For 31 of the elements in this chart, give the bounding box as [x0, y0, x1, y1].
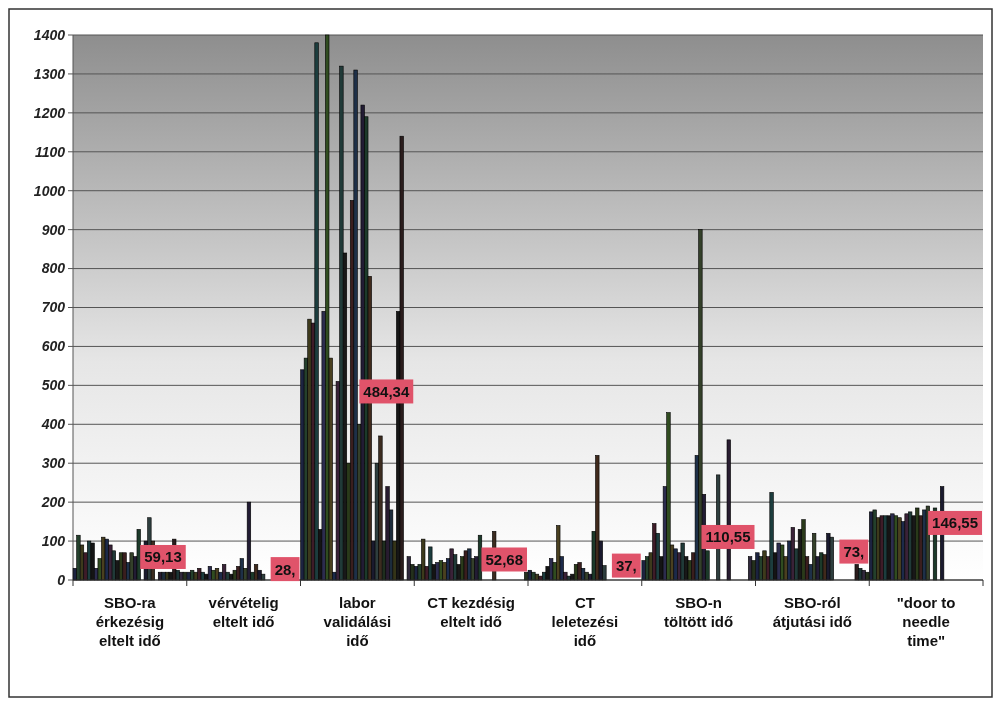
x-tick-label: SBO-ra érkezésig eltelt idő [95, 594, 165, 649]
y-tick-label: 1100 [34, 143, 66, 160]
y-tick-label: 400 [40, 416, 66, 433]
x-tick-label: CT kezdésig eltelt idő [427, 594, 515, 630]
x-tick-label: labor validálási idő [323, 594, 392, 649]
y-tick-label: 900 [41, 221, 66, 238]
x-tick-label: "door to needle time" [896, 594, 956, 649]
annotation: 110,55 [705, 528, 751, 546]
y-tick-label: 100 [41, 532, 66, 549]
y-tick-label: 600 [41, 338, 66, 355]
y-tick-label: 200 [40, 494, 66, 511]
annotation: 59,13 [144, 548, 182, 566]
annotation: 28, [274, 560, 296, 578]
y-tick-label: 1200 [33, 104, 66, 121]
y-tick-label: 1400 [33, 26, 66, 43]
annotation: 37, [615, 557, 637, 574]
annotation: 146,55 [932, 514, 979, 532]
annotation: 484,34 [363, 382, 410, 400]
y-tick-label: 0 [57, 571, 66, 588]
y-tick-label: 800 [41, 260, 66, 277]
y-tick-label: 700 [41, 299, 66, 316]
x-tick-label: CT leletezési idő [551, 594, 619, 649]
annotation: 73, [843, 542, 865, 560]
annotation: 52,68 [485, 550, 524, 568]
x-tick-label: vérvételig eltelt idő [208, 594, 279, 630]
x-tick-label: SBO-ról átjutási idő [772, 594, 852, 630]
y-tick-label: 1300 [33, 65, 66, 82]
y-tick-label: 300 [41, 455, 66, 472]
y-tick-label: 1000 [33, 182, 66, 199]
x-tick-label: SBO-n töltött idő [664, 594, 734, 630]
y-tick-label: 500 [41, 377, 66, 394]
